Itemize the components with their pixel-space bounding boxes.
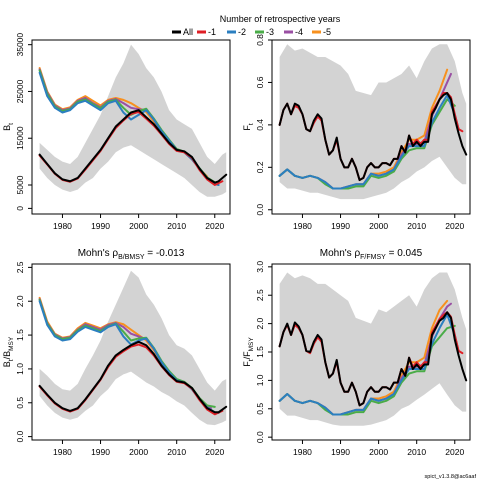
y-tick-label: 0.0 <box>15 430 25 442</box>
x-tick-label: 1980 <box>293 447 312 457</box>
y-tick-label: 0.0 <box>255 204 265 216</box>
x-tick-label: 1990 <box>91 221 110 231</box>
y-tick-label: 1.5 <box>255 346 265 358</box>
y-tick-label: 0.8 <box>255 34 265 46</box>
y-tick-label: 35000 <box>15 33 25 57</box>
x-tick-label: 2000 <box>369 447 388 457</box>
plot-area <box>38 270 228 426</box>
plot-frame <box>31 39 231 215</box>
plot-frame <box>271 39 471 215</box>
panel-bottom-right: 1980 1990 2000 2010 2020 0.0 0.5 1.0 1.5 2.0 2.5 3.… <box>242 248 471 457</box>
y-tick-label: 0.5 <box>255 403 265 415</box>
x-tick-label: 2000 <box>369 221 388 231</box>
x-tick-label: 1990 <box>331 221 350 231</box>
x-tick-label: 2010 <box>167 447 186 457</box>
series-line-All <box>278 311 468 407</box>
y-tick-label: 0.6 <box>255 76 265 88</box>
footer-version: spict_v1.3.8@ac6aaf <box>425 474 477 480</box>
legend-label-6: -5 <box>323 27 331 37</box>
series-line-All <box>278 92 468 182</box>
y-tick-label: 1.0 <box>15 363 25 375</box>
confidence-band <box>39 44 227 197</box>
y-tick-label: 25000 <box>15 79 25 103</box>
x-tick-label: 2020 <box>205 447 224 457</box>
y-tick-label: 0 <box>15 206 25 211</box>
y-tick-label: 0.4 <box>255 119 265 131</box>
x-tick-label: 2010 <box>167 221 186 231</box>
x-tick-label: 1980 <box>53 447 72 457</box>
y-tick-label: 2.0 <box>255 317 265 329</box>
legend-label-2: -1 <box>208 27 216 37</box>
y-tick-label: 2.0 <box>15 295 25 307</box>
plot-area <box>38 44 228 197</box>
panel-top-right: 1980 1990 2000 2010 2020 0.0 0.2 0.4 0.6 0.8 Ft <box>242 34 471 231</box>
panel-top-left: 1980 1990 2000 2010 2020 0 5000 15000 25000 35000… <box>2 33 231 231</box>
series-line-All <box>38 109 228 184</box>
confidence-band <box>279 272 467 426</box>
plot-frame <box>31 263 231 441</box>
y-tick-label: 2.5 <box>15 261 25 273</box>
x-tick-label: 2010 <box>407 447 426 457</box>
x-tick-label: 2020 <box>445 447 464 457</box>
x-tick-label: 1980 <box>53 221 72 231</box>
confidence-band <box>279 44 467 200</box>
x-tick-label: 2020 <box>205 221 224 231</box>
panels: 1980 1990 2000 2010 2020 0 5000 15000 25000 35000… <box>2 33 471 457</box>
panel-title: Mohn's ρF/FMSY = 0.045 <box>320 248 423 261</box>
y-tick-label: 2.5 <box>255 289 265 301</box>
series-line-All <box>38 340 228 414</box>
panel-title: Mohn's ρB/BMSY = -0.013 <box>78 248 185 261</box>
panel-bottom-left: 1980 1990 2000 2010 2020 0.0 0.5 1.0 1.5 2.0 2.5 Bt… <box>2 248 231 457</box>
legend-label-4: -3 <box>266 27 274 37</box>
legend-label-3: -2 <box>238 27 246 37</box>
x-tick-label: 2000 <box>129 221 148 231</box>
y-tick-label: 0.0 <box>255 431 265 443</box>
x-tick-label: 1980 <box>293 221 312 231</box>
legend: All -1 -2 -3 -4 -5 <box>172 27 331 37</box>
y-axis-title: Ft/FMSY <box>242 337 255 367</box>
y-axis-title: Bt <box>2 123 15 131</box>
plot-area <box>278 44 468 200</box>
confidence-band <box>39 270 227 426</box>
series-line--2 <box>278 313 460 416</box>
y-tick-label: 0.2 <box>255 161 265 173</box>
y-axis-title: Bt/BMSY <box>2 336 15 367</box>
x-tick-label: 1990 <box>331 447 350 457</box>
x-tick-label: 2020 <box>445 221 464 231</box>
x-tick-label: 1990 <box>91 447 110 457</box>
y-tick-label: 0.5 <box>15 397 25 409</box>
legend-label-1: All <box>183 27 193 37</box>
y-tick-label: 5000 <box>15 175 25 194</box>
x-tick-label: 2010 <box>407 221 426 231</box>
y-tick-label: 1.0 <box>255 374 265 386</box>
x-tick-label: 2000 <box>129 447 148 457</box>
plot-area <box>278 272 468 426</box>
legend-label-5: -4 <box>295 27 303 37</box>
series-line--2 <box>278 94 460 190</box>
y-tick-label: 1.5 <box>15 329 25 341</box>
y-tick-label: 15000 <box>15 126 25 150</box>
y-axis-title: Ft <box>242 123 255 131</box>
legend-title: Number of retrospective years <box>220 14 341 24</box>
y-tick-label: 3.0 <box>255 261 265 273</box>
